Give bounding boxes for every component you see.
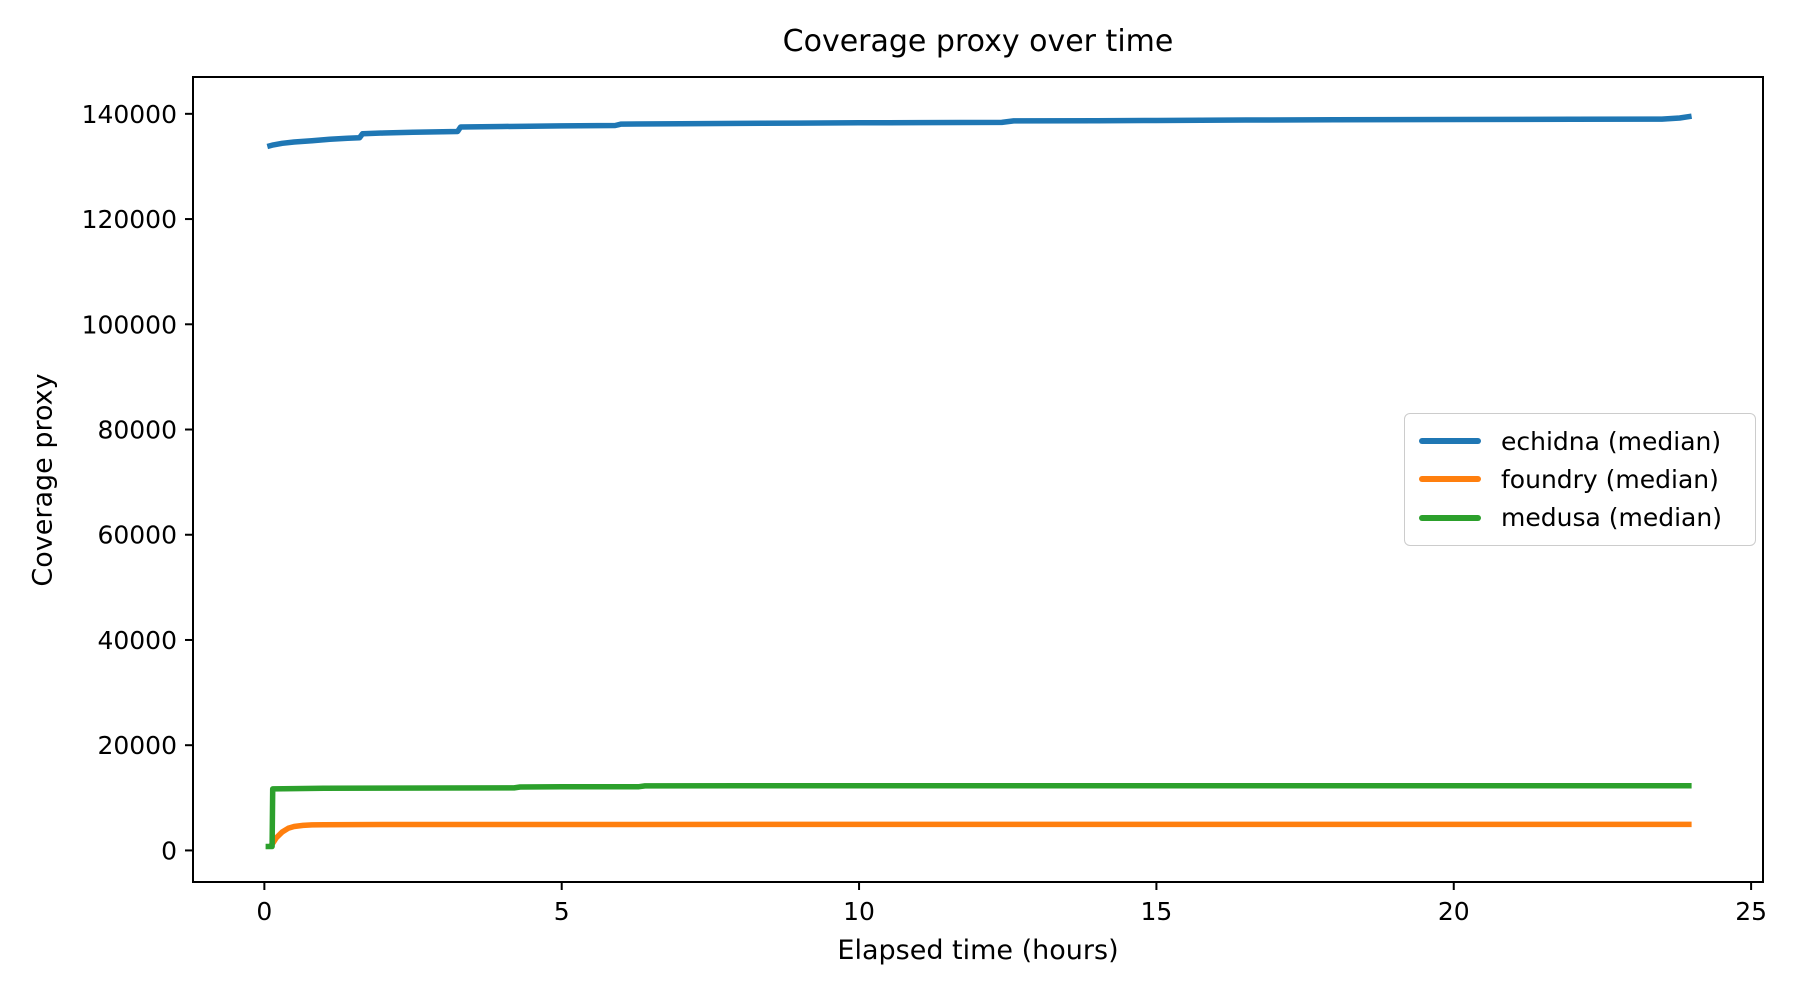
y-tick-label: 140000	[82, 100, 177, 129]
legend-swatch	[1419, 438, 1481, 445]
legend: echidna (median) foundry (median) medusa…	[1404, 413, 1756, 546]
y-tick-label: 40000	[97, 626, 177, 655]
y-axis-label: Coverage proxy	[27, 373, 59, 587]
legend-swatch	[1419, 514, 1481, 521]
y-tick-label: 0	[161, 836, 177, 865]
x-tick-label: 10	[843, 897, 875, 926]
series-line-0	[266, 113, 1693, 150]
plot-area-spines	[192, 76, 1764, 883]
y-tick-label: 120000	[82, 205, 177, 234]
legend-item: echidna (median)	[1419, 422, 1741, 460]
x-tick-label: 15	[1141, 897, 1173, 926]
y-tick-label: 60000	[97, 521, 177, 550]
x-tick-label: 25	[1735, 897, 1767, 926]
legend-label: echidna (median)	[1501, 426, 1722, 456]
legend-item: foundry (median)	[1419, 460, 1741, 498]
series-line-1	[268, 821, 1692, 849]
y-tick-label: 80000	[97, 416, 177, 445]
x-axis-label: Elapsed time (hours)	[837, 935, 1119, 966]
x-tick-label: 0	[256, 897, 272, 926]
y-tick-label: 100000	[82, 310, 177, 339]
x-tick-label: 20	[1438, 897, 1470, 926]
chart-title: Coverage proxy over time	[782, 24, 1174, 59]
legend-label: medusa (median)	[1501, 503, 1722, 533]
legend-label: foundry (median)	[1501, 464, 1719, 494]
y-tick-label: 20000	[97, 731, 177, 760]
legend-item: medusa (median)	[1419, 499, 1741, 537]
legend-swatch	[1419, 476, 1481, 483]
series-line-2	[265, 782, 1692, 850]
x-tick-label: 5	[554, 897, 570, 926]
